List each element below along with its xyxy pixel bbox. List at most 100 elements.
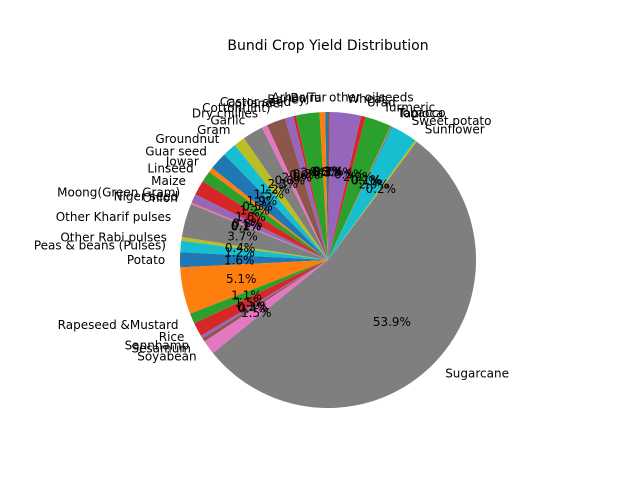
- percent-label: 0.2%: [366, 182, 397, 196]
- percent-label: 0.1%: [351, 173, 382, 187]
- pie-slice-bajra: [319, 112, 328, 260]
- percent-label: 0.1%: [231, 219, 262, 233]
- percent-label: 0.8%: [232, 216, 263, 230]
- percent-label: 0.9%: [289, 168, 320, 182]
- pie-slice-groundnut: [224, 145, 328, 260]
- slice-label: Sweet potato: [412, 114, 492, 128]
- pie-slice-garlic: [243, 127, 328, 260]
- percent-label: 0.3%: [293, 167, 324, 181]
- pie-slice-barley: [295, 112, 328, 260]
- pie-slice-urad: [328, 115, 366, 260]
- slice-label: Potato: [127, 253, 165, 267]
- percent-label: 0.1%: [351, 173, 382, 187]
- slice-label: Coriander: [226, 97, 285, 111]
- percent-label: 0.4%: [238, 302, 269, 316]
- slice-label: Garlic: [210, 113, 245, 127]
- percent-label: 5.1%: [226, 272, 257, 286]
- percent-label: 3.7%: [227, 230, 258, 244]
- slice-label: Tapioca: [397, 107, 443, 121]
- percent-label: 1.2%: [259, 182, 290, 196]
- slice-label: Sannhamp: [125, 338, 189, 352]
- pie-slice-coriander: [284, 116, 328, 260]
- percent-label: 0.6%: [275, 173, 306, 187]
- slice-label: Maize: [151, 174, 186, 188]
- percent-label: 1.5%: [234, 295, 265, 309]
- slice-label: Wheat: [347, 92, 386, 106]
- pie-slice-sannhamp: [200, 260, 328, 339]
- slice-label: Sunflower: [425, 123, 485, 137]
- slice-label: Soyabean: [137, 350, 196, 364]
- pie-slice-sweet-potato: [328, 126, 416, 260]
- percent-labels: 0.3%0.6%2.6%0.3%0.9%2.0%0.6%2.3%1.2%1.5%…: [224, 165, 411, 329]
- pie-slice-turmeric: [328, 116, 391, 261]
- percent-label: 0.4%: [225, 241, 256, 255]
- percent-label: 0.3%: [237, 300, 268, 314]
- pie-slice-peas-beans-pulses: [180, 240, 328, 260]
- pie-slice-cotton-lint: [267, 118, 328, 261]
- slice-label: Barley: [267, 92, 305, 106]
- percent-label: 0.2%: [313, 165, 344, 179]
- pie-slice-wheat: [328, 112, 362, 260]
- slice-label: Castor seed: [220, 95, 291, 109]
- pie-slice-other-oilseeds: [328, 111, 330, 260]
- slice-label: Moong(Green Gram): [57, 185, 180, 199]
- slice-label: Arhar/Tur: [271, 91, 326, 105]
- pie-slice-onion: [190, 202, 328, 260]
- pie-slice-maize: [195, 181, 328, 260]
- slice-label: Rapeseed &Mustard: [58, 318, 179, 332]
- percent-label: 1.2%: [239, 203, 270, 217]
- slice-label: Gram: [197, 123, 230, 137]
- slice-label: Turmeric: [382, 100, 435, 114]
- percent-label: 1.5%: [254, 187, 285, 201]
- percent-label: 0.2%: [231, 219, 262, 233]
- pie-slice-jowar: [209, 168, 328, 260]
- slice-label: Bajra: [290, 91, 321, 105]
- slice-label: Jowar: [165, 154, 199, 168]
- percent-label: 53.9%: [373, 315, 411, 329]
- pie-slice-other-rabi-pulses: [181, 237, 328, 260]
- pie-slice-castor-seed: [293, 115, 328, 261]
- percent-label: 2.9%: [343, 170, 374, 184]
- pie-slice-unlabeled-21: [180, 260, 328, 314]
- pie-slice-tobacco: [328, 125, 392, 261]
- slice-label: Guar seed: [145, 145, 207, 159]
- slice-label: Sesamum: [131, 342, 191, 356]
- pie-slice-tapioca: [328, 126, 393, 260]
- slice-label: Urad: [367, 95, 396, 109]
- pie-slice-dry-chillies: [261, 125, 328, 260]
- percent-label: 0.6%: [309, 165, 340, 179]
- pie-slice-moong-green-gram: [192, 194, 328, 260]
- pie-slices: [179, 111, 477, 409]
- percent-label: 2.3%: [268, 177, 299, 191]
- pie-slice-niger-seed: [191, 201, 328, 260]
- percent-label: 1.1%: [231, 289, 262, 303]
- percent-label: 1.6%: [235, 210, 266, 224]
- pie-slice-soyabean: [204, 260, 328, 354]
- percent-label: 3.4%: [323, 165, 354, 179]
- pie-slice-sugarcane: [212, 141, 477, 409]
- pie-slice-rice: [194, 260, 328, 336]
- slice-label: Cotton(lint): [202, 101, 270, 115]
- pie-slice-sunflower: [328, 140, 417, 260]
- slice-label: Dry chillies: [192, 107, 258, 121]
- percent-label: 2.9%: [358, 177, 389, 191]
- slice-label: Groundnut: [155, 132, 219, 146]
- pie-slice-guar-seed: [212, 154, 328, 260]
- slice-label: Onion: [142, 191, 177, 205]
- chart-title: Bundi Crop Yield Distribution: [227, 38, 428, 54]
- slice-label: other oilseeds: [329, 91, 414, 105]
- pie-slice-potato: [179, 252, 328, 268]
- slice-label: Other Rabi pulses: [60, 230, 167, 244]
- pie-slice-sesamum: [202, 260, 328, 342]
- pie-slice-gram: [234, 138, 328, 260]
- percent-label: 0.3%: [312, 165, 343, 179]
- slice-label: Peas & beans (Pulses): [34, 239, 166, 253]
- percent-label: 0.5%: [334, 167, 365, 181]
- slice-label: Tobacco: [396, 106, 445, 120]
- percent-label: 2.0%: [281, 170, 312, 184]
- slice-label: Niger seed: [114, 190, 179, 204]
- percent-label: 0.5%: [242, 200, 273, 214]
